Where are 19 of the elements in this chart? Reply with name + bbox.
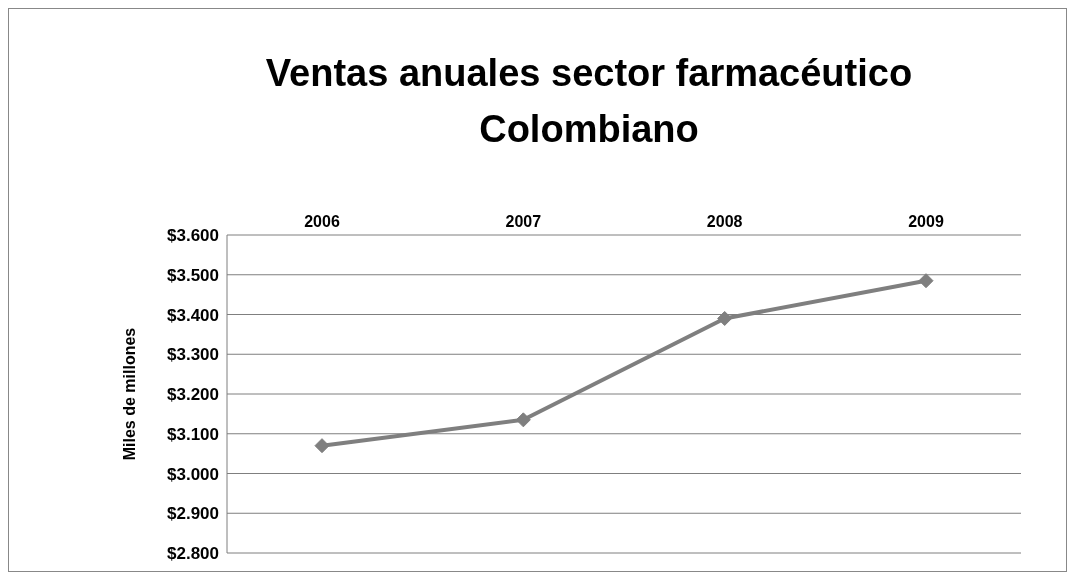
x-tick-label: 2009: [908, 213, 944, 230]
point: [717, 310, 733, 326]
y-tick-label: $3.600: [167, 226, 219, 246]
point: [314, 438, 330, 454]
y-tick-label: $3.400: [167, 305, 219, 325]
y-tick-label: $3.100: [167, 424, 219, 444]
y-tick-label: $3.500: [167, 265, 219, 285]
point: [515, 412, 531, 428]
y-tick-label: $3.200: [167, 385, 219, 405]
chart-title: Ventas anuales sector farmacéutico Colombiano: [264, 51, 914, 152]
y-tick-label: $3.000: [167, 464, 219, 484]
x-tick-label: 2006: [304, 213, 340, 230]
y-tick-label: $2.800: [167, 544, 219, 564]
point: [918, 273, 934, 289]
x-tick-label: 2008: [706, 213, 743, 230]
y-axis-title: Miles de millones: [120, 327, 138, 461]
y-tick-label: $2.900: [167, 504, 219, 524]
y-tick-label: $3.300: [167, 345, 219, 365]
x-tick-label: 2007: [505, 213, 542, 230]
